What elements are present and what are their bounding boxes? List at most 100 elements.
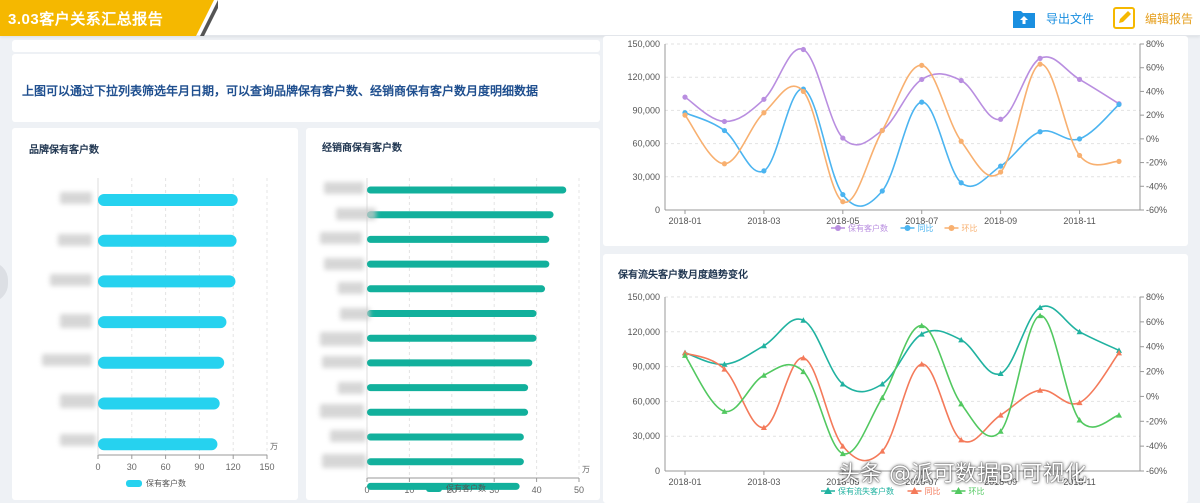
y-tick-label: 0: [655, 466, 660, 476]
x-tick-label: 120: [226, 462, 241, 472]
y2-tick-label: 60%: [1146, 317, 1164, 327]
data-point: [761, 168, 766, 173]
watermark: 头条 @派可数据BI可视化: [838, 456, 1087, 488]
blurred-label: [60, 192, 92, 204]
legend-label: 保有客户数: [146, 478, 186, 488]
y2-tick-label: 20%: [1146, 110, 1164, 120]
blurred-label: [338, 382, 364, 394]
blurred-label: [330, 430, 366, 442]
data-point: [1116, 102, 1121, 107]
bar: [367, 285, 545, 292]
unit-label: 万: [582, 465, 590, 474]
legend-swatch: [426, 485, 442, 492]
data-point: [1037, 56, 1042, 61]
blurred-label: [60, 314, 92, 328]
data-point: [959, 139, 964, 144]
summary-strip-card: [12, 40, 600, 52]
y2-tick-label: 0%: [1146, 134, 1159, 144]
bar: [98, 438, 217, 450]
y2-tick-label: -20%: [1146, 416, 1167, 426]
y-tick-label: 30,000: [632, 172, 660, 182]
x-tick-label: 2018-11: [1063, 216, 1095, 226]
data-point: [1077, 136, 1082, 141]
blurred-label: [42, 354, 92, 366]
blurred-label: [324, 258, 364, 270]
description-text: 上图可以通过下拉列表筛选年月日期，可以查询品牌保有客户数、经销商保有客户数月度明…: [22, 82, 538, 99]
y-tick-label: 60,000: [632, 139, 660, 149]
top-bar: 3.03客户关系汇总报告 导出文件 编辑报告: [0, 0, 1200, 36]
blurred-label: [324, 182, 364, 194]
series-line: [685, 89, 1119, 206]
data-point: [919, 77, 924, 82]
data-point: [919, 100, 924, 105]
report-title-tab: 3.03客户关系汇总报告: [0, 0, 218, 36]
x-tick-label: 50: [574, 485, 584, 495]
x-tick-label: 2018-03: [747, 216, 780, 226]
bar: [98, 275, 235, 287]
edit-report-button[interactable]: 编辑报告: [1113, 6, 1193, 30]
blurred-label: [58, 234, 92, 246]
customer-trend-chart: 0 30,000 60,000 90,000 120,000 150,000 -60% -40…: [603, 36, 1188, 246]
blurred-label: [50, 274, 92, 286]
x-tick-label: 40: [532, 485, 542, 495]
left-scroll-handle[interactable]: [0, 262, 8, 302]
edit-pencil-icon: [1113, 7, 1135, 29]
x-tick-label: 0: [95, 462, 100, 472]
bar: [98, 235, 237, 247]
bar: [367, 483, 520, 490]
dealer-chart-card: 经销商保有客户数 0 10 20 30 40 50 万保有客户数: [306, 128, 600, 500]
data-point: [959, 180, 964, 185]
data-point: [761, 110, 766, 115]
y2-tick-label: 40%: [1146, 86, 1164, 96]
bar: [367, 211, 554, 218]
blurred-label: [320, 404, 364, 418]
legend-label: 同比: [918, 223, 934, 233]
y2-tick-label: -40%: [1146, 181, 1167, 191]
y2-tick-label: -20%: [1146, 158, 1167, 168]
x-tick-label: 90: [194, 462, 204, 472]
report-title: 3.03客户关系汇总报告: [8, 8, 163, 29]
data-point: [722, 119, 727, 124]
data-point: [1077, 77, 1082, 82]
y-tick-label: 150,000: [627, 292, 660, 302]
data-point: [1116, 159, 1121, 164]
blurred-label: [322, 356, 364, 368]
data-point: [682, 95, 687, 100]
bar: [367, 458, 524, 465]
data-point: [682, 113, 687, 118]
x-tick-label: 2018-01: [668, 216, 701, 226]
data-point: [722, 161, 727, 166]
data-point: [840, 135, 845, 140]
export-file-label: 导出文件: [1046, 10, 1094, 27]
bar: [367, 261, 549, 268]
y2-tick-label: 80%: [1146, 39, 1164, 49]
bar: [367, 236, 549, 243]
y-tick-label: 0: [655, 205, 660, 215]
data-point: [722, 128, 727, 133]
edit-report-label: 编辑报告: [1145, 10, 1193, 27]
data-point: [1077, 153, 1082, 158]
data-point: [1116, 412, 1122, 418]
bar: [98, 194, 238, 206]
legend-marker: [905, 225, 911, 231]
data-point: [998, 117, 1003, 122]
bar: [367, 310, 537, 317]
y2-tick-label: 20%: [1146, 367, 1164, 377]
blurred-label: [336, 208, 376, 220]
brand-chart-card: 品牌保有客户数 0 30 60 90 120 150 万保有客户数: [12, 128, 298, 500]
data-point: [919, 63, 924, 68]
x-tick-label: 2018-09: [984, 216, 1017, 226]
x-tick-label: 30: [127, 462, 137, 472]
data-point: [840, 199, 845, 204]
series-line: [685, 353, 1119, 461]
data-point: [880, 128, 885, 133]
legend-marker: [949, 225, 955, 231]
export-file-button[interactable]: 导出文件: [1012, 6, 1094, 30]
legend-label: 保有客户数: [446, 483, 486, 493]
x-tick-label: 2018-01: [668, 477, 701, 487]
data-point: [1037, 62, 1042, 67]
blurred-label: [320, 332, 364, 346]
blurred-label: [60, 434, 96, 446]
y2-tick-label: 40%: [1146, 342, 1164, 352]
bar: [367, 359, 532, 366]
